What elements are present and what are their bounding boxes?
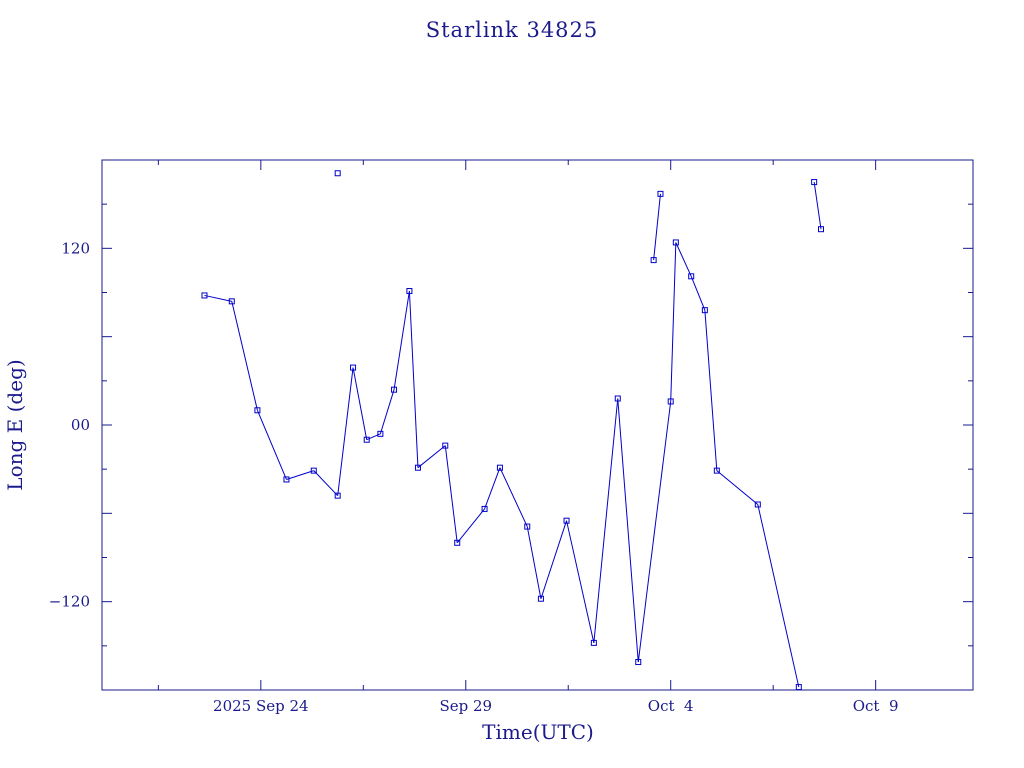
- x-tick-label: Oct 9: [853, 697, 899, 715]
- series-segment: [204, 294, 232, 302]
- x-tick-label: 2025 Sep 24: [213, 697, 309, 715]
- data-point: [563, 517, 570, 524]
- series-segment: [393, 290, 410, 390]
- x-tick-label: Oct 4: [648, 697, 694, 715]
- data-point: [363, 436, 370, 443]
- series-segment: [408, 291, 419, 468]
- series-segment: [499, 467, 528, 527]
- data-point: [818, 226, 825, 233]
- data-point: [334, 492, 341, 499]
- series-segment: [593, 398, 619, 643]
- series-segment: [456, 508, 485, 544]
- series-segment: [231, 301, 258, 411]
- series-segment: [444, 445, 458, 543]
- series-segment: [540, 520, 568, 599]
- series-segment: [675, 242, 692, 277]
- series-segment: [716, 470, 759, 505]
- series-segment: [566, 520, 595, 643]
- series-segment: [379, 389, 395, 434]
- data-point: [254, 407, 261, 414]
- data-point: [672, 239, 679, 246]
- series-segment: [813, 182, 822, 230]
- series-segment: [704, 310, 718, 471]
- series-segment: [690, 276, 706, 311]
- data-point: [667, 398, 674, 405]
- y-tick-label: −120: [49, 593, 90, 611]
- data-point: [537, 595, 544, 602]
- data-point: [334, 170, 341, 177]
- series-segment: [256, 410, 287, 480]
- chart-title: Starlink 34825: [426, 18, 599, 42]
- data-point: [688, 273, 695, 280]
- data-point: [454, 539, 461, 546]
- data-point: [795, 684, 802, 690]
- data-point: [481, 505, 488, 512]
- series-segment: [637, 401, 672, 663]
- data-point: [414, 464, 421, 471]
- x-tick-label: Sep 29: [439, 697, 492, 715]
- data-point: [377, 430, 384, 437]
- data-point: [283, 476, 290, 483]
- data-point: [442, 442, 449, 449]
- series-segment: [337, 367, 354, 496]
- data-point: [657, 190, 664, 197]
- data-point: [496, 464, 503, 471]
- data-point: [590, 639, 597, 646]
- data-point: [713, 467, 720, 474]
- data-point: [811, 179, 818, 186]
- data-point: [406, 288, 413, 295]
- data-point: [701, 307, 708, 314]
- series-segment: [617, 398, 639, 663]
- axis-ticks: [102, 160, 973, 690]
- y-tick-label: 120: [61, 239, 90, 257]
- axis-tick-labels: 120 00 −120 2025 Sep 24 Sep 29 Oct 4 Oct 9: [49, 239, 899, 715]
- series-segment: [526, 526, 542, 599]
- x-axis-label: Time(UTC): [482, 720, 594, 744]
- series-segment: [757, 504, 800, 688]
- data-point: [650, 257, 657, 264]
- series-segment: [313, 470, 339, 497]
- series-segment: [286, 470, 314, 480]
- data-point: [391, 386, 398, 393]
- series-segment: [417, 445, 446, 469]
- data-point: [635, 659, 642, 666]
- data-point: [614, 395, 621, 402]
- data-point: [754, 501, 761, 508]
- data-point: [350, 364, 357, 371]
- series-lines: [204, 182, 822, 688]
- series-markers: [201, 170, 825, 690]
- plot-frame: [101, 159, 974, 691]
- series-segment: [670, 242, 677, 402]
- y-axis-label: Long E (deg): [3, 359, 27, 490]
- data-point: [228, 298, 235, 305]
- data-point: [310, 467, 317, 474]
- data-point: [201, 292, 208, 299]
- series-segment: [484, 467, 501, 510]
- data-point: [524, 523, 531, 530]
- series-segment: [653, 193, 661, 261]
- y-tick-label: 00: [71, 416, 90, 434]
- series-segment: [352, 367, 368, 440]
